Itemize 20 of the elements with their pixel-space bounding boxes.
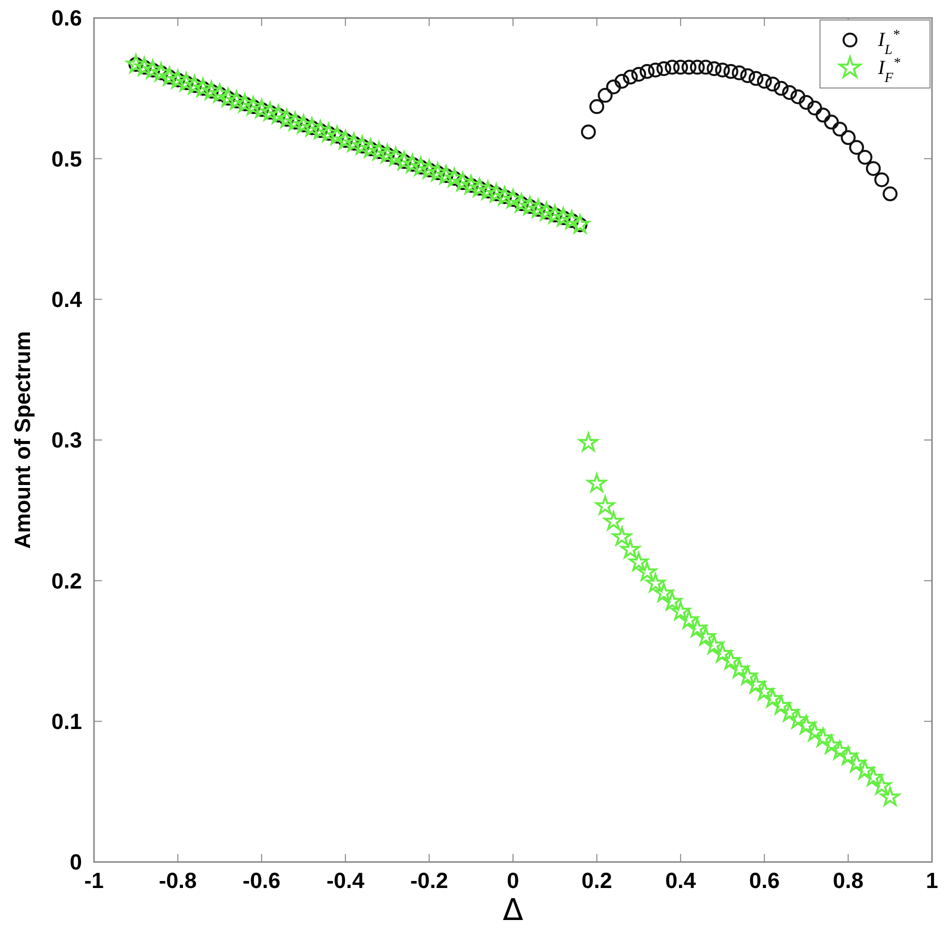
x-axis-title: Δ <box>502 893 524 928</box>
y-tick-label: 0.3 <box>51 428 82 453</box>
y-tick-label: 0.2 <box>51 568 82 594</box>
y-tick-label: 0 <box>70 850 82 875</box>
x-tick-label: -0.6 <box>242 868 281 893</box>
y-tick-label: 0.6 <box>51 6 82 31</box>
y-axis-title: Amount of Spectrum <box>10 331 35 549</box>
x-tick-label: 0 <box>506 868 520 893</box>
x-tick-label: 1 <box>926 868 938 893</box>
x-tick-label: 0.6 <box>749 868 780 893</box>
x-tick-label: 0.8 <box>832 868 864 893</box>
y-tick-label: 0.1 <box>51 709 82 734</box>
x-tick-label: -0.8 <box>158 868 197 893</box>
y-tick-label: 0.5 <box>51 146 82 172</box>
y-tick-label: 0.4 <box>51 287 83 312</box>
x-tick-label: 0.4 <box>665 868 697 893</box>
x-tick-label: -0.4 <box>326 868 366 893</box>
x-tick-label: 0.2 <box>582 868 612 893</box>
x-tick-label: -0.2 <box>410 868 448 893</box>
x-tick-label: -1 <box>84 868 104 893</box>
